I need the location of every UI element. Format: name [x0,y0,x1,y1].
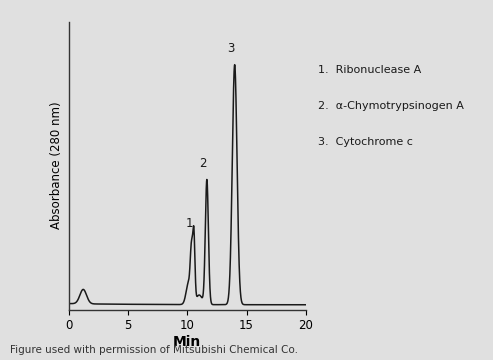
X-axis label: Min: Min [173,335,202,349]
Y-axis label: Absorbance (280 nm): Absorbance (280 nm) [50,102,64,229]
Text: 1: 1 [186,217,193,230]
Text: 2: 2 [200,157,207,170]
Text: 3.  Cytochrome c: 3. Cytochrome c [318,137,413,147]
Text: 3: 3 [227,42,235,55]
Text: Figure used with permission of Mitsubishi Chemical Co.: Figure used with permission of Mitsubish… [10,345,298,355]
Text: 2.  α-Chymotrypsinogen A: 2. α-Chymotrypsinogen A [318,101,464,111]
Text: 1.  Ribonuclease A: 1. Ribonuclease A [318,65,421,75]
